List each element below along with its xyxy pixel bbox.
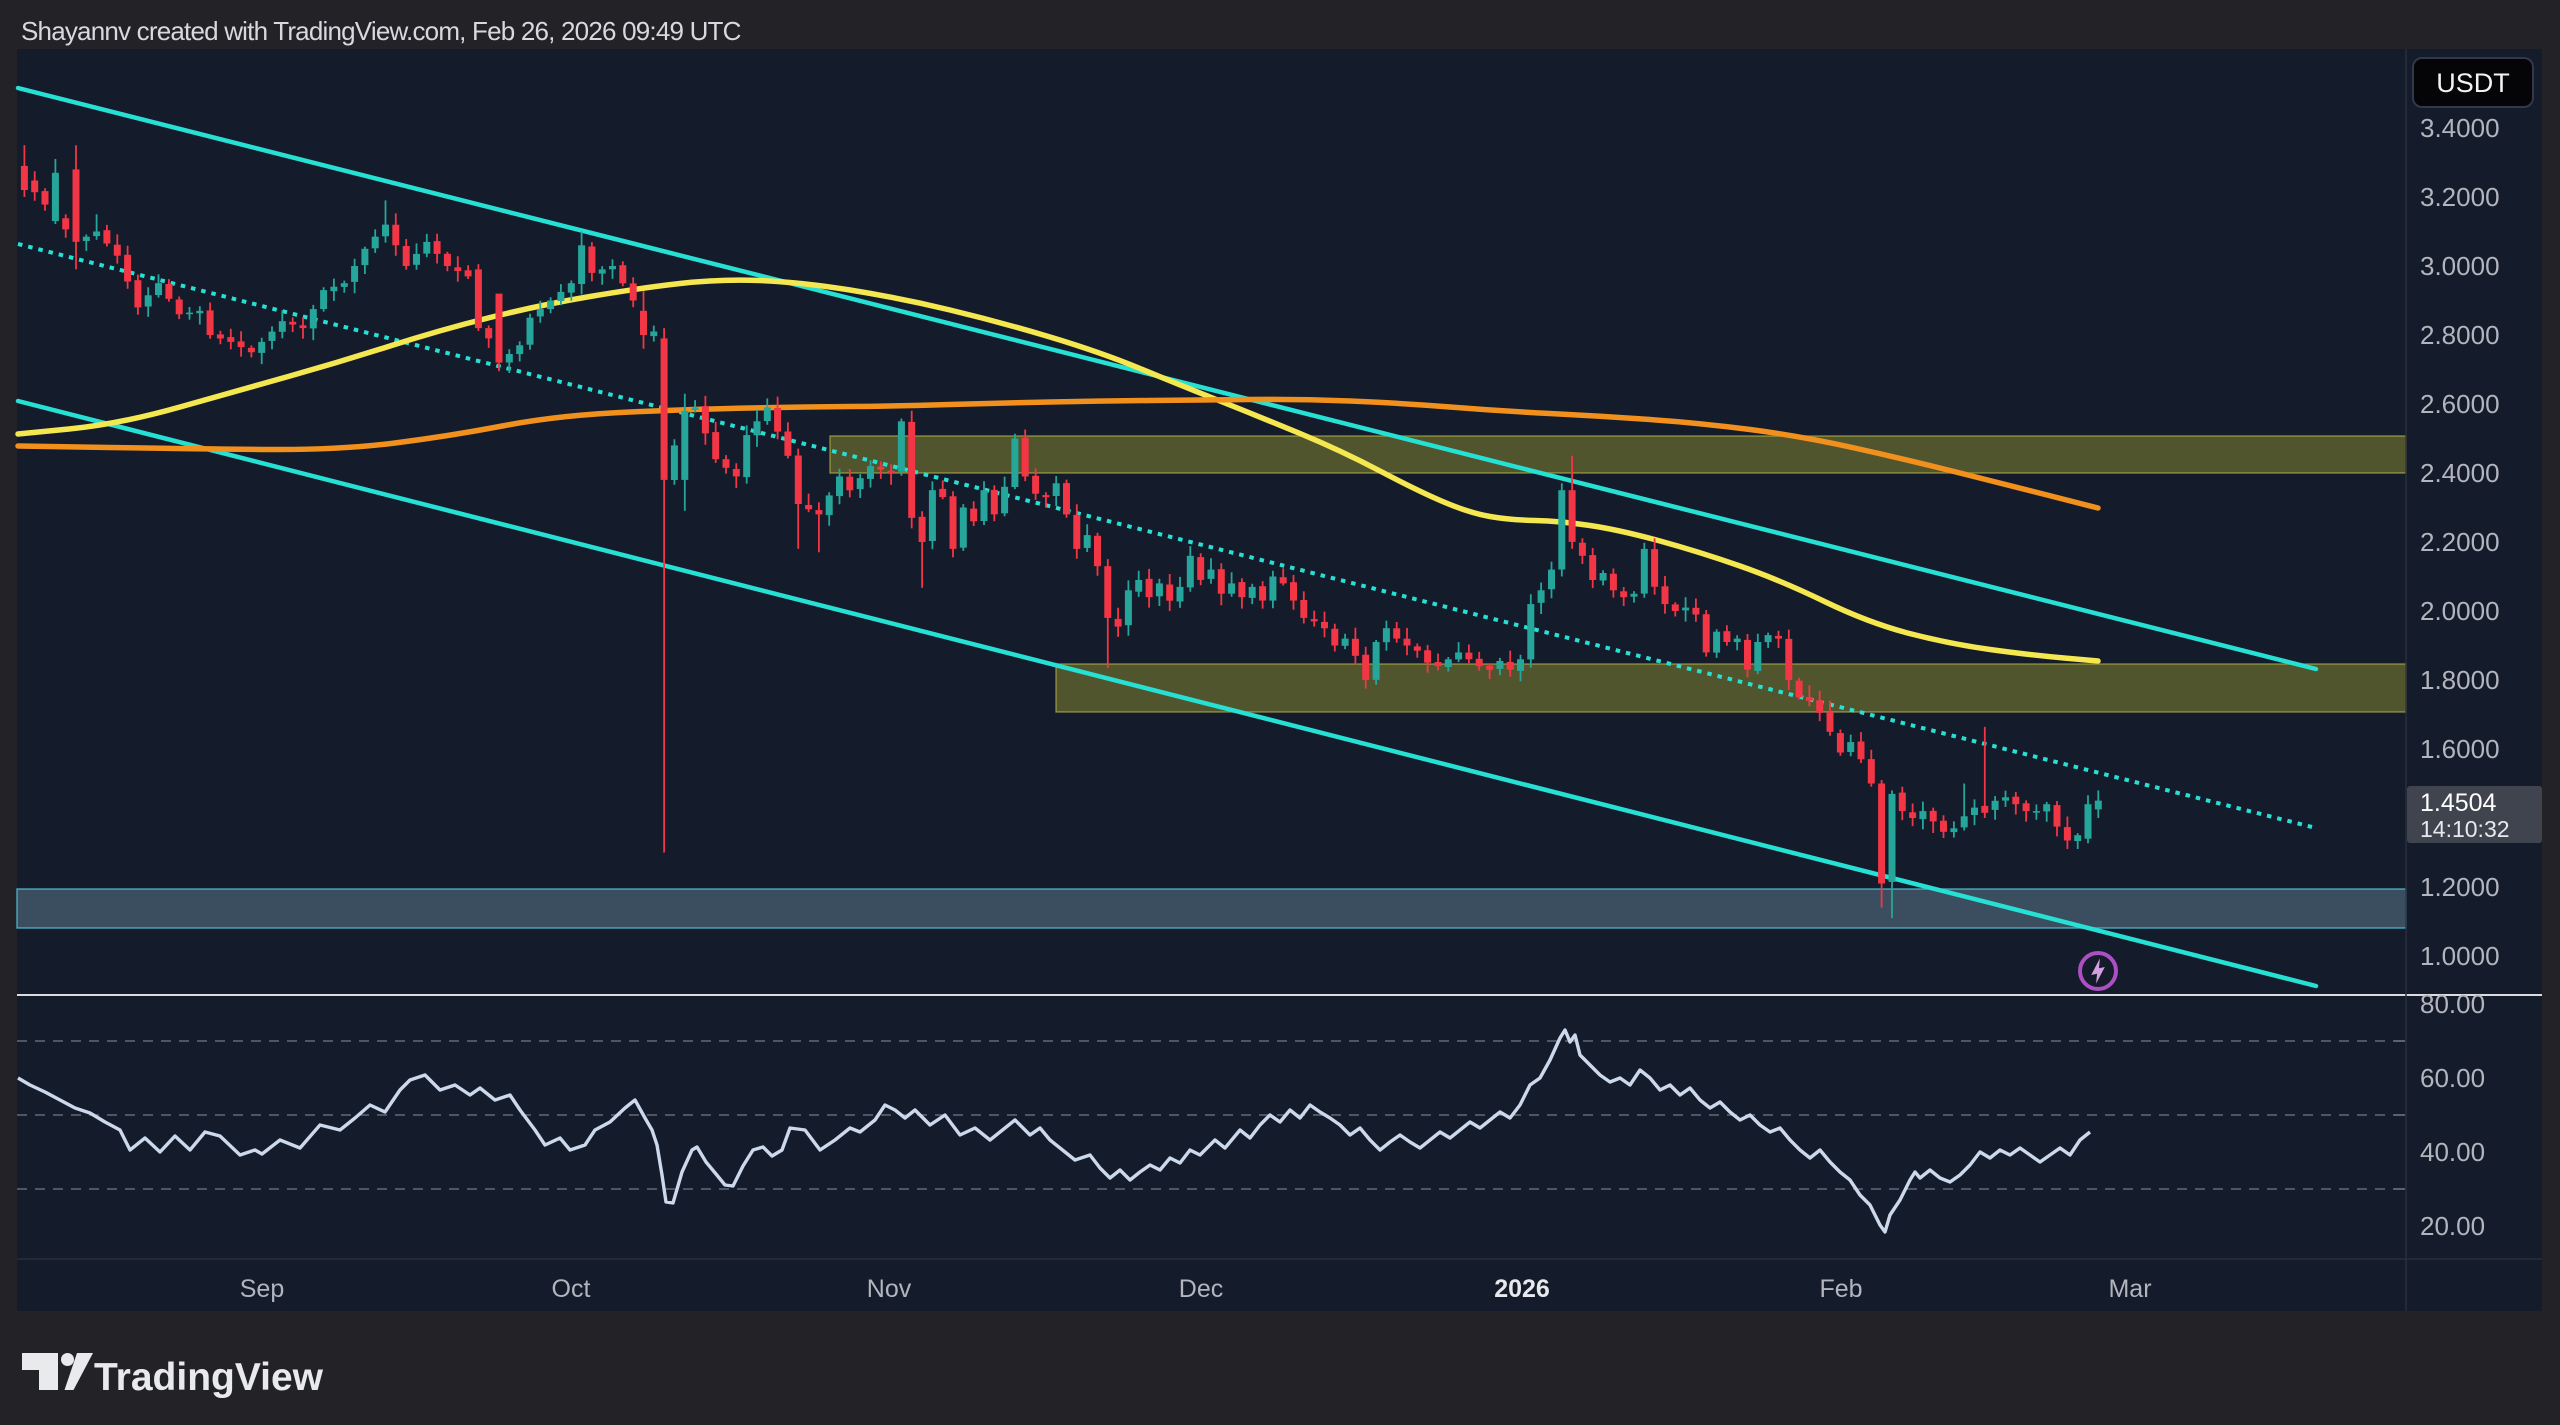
svg-text:40.00: 40.00 — [2420, 1137, 2485, 1167]
svg-text:2026: 2026 — [1494, 1275, 1550, 1303]
svg-text:Shayannv created with TradingV: Shayannv created with TradingView.com, F… — [21, 16, 741, 46]
svg-text:14:10:32: 14:10:32 — [2420, 816, 2510, 842]
svg-text:1.2000: 1.2000 — [2420, 872, 2500, 902]
svg-text:TradingView: TradingView — [94, 1356, 324, 1399]
svg-text:Nov: Nov — [867, 1275, 912, 1303]
svg-text:2.2000: 2.2000 — [2420, 527, 2500, 557]
svg-text:2.8000: 2.8000 — [2420, 320, 2500, 350]
svg-text:80.00: 80.00 — [2420, 989, 2485, 1019]
svg-text:3.4000: 3.4000 — [2420, 113, 2500, 143]
svg-text:Mar: Mar — [2108, 1275, 2151, 1303]
svg-text:Sep: Sep — [240, 1275, 284, 1303]
svg-text:3.2000: 3.2000 — [2420, 182, 2500, 212]
svg-text:2.0000: 2.0000 — [2420, 596, 2500, 626]
svg-text:20.00: 20.00 — [2420, 1211, 2485, 1241]
svg-text:USDT: USDT — [2436, 68, 2510, 98]
svg-text:1.0000: 1.0000 — [2420, 941, 2500, 971]
svg-text:60.00: 60.00 — [2420, 1063, 2485, 1093]
svg-text:3.0000: 3.0000 — [2420, 251, 2500, 281]
svg-text:1.6000: 1.6000 — [2420, 734, 2500, 764]
svg-text:Dec: Dec — [1179, 1275, 1223, 1303]
svg-text:2.4000: 2.4000 — [2420, 458, 2500, 488]
svg-text:1.8000: 1.8000 — [2420, 665, 2500, 695]
svg-text:1.4504: 1.4504 — [2420, 789, 2497, 817]
svg-text:Oct: Oct — [552, 1275, 591, 1303]
svg-text:Feb: Feb — [1819, 1275, 1862, 1303]
svg-text:2.6000: 2.6000 — [2420, 389, 2500, 419]
